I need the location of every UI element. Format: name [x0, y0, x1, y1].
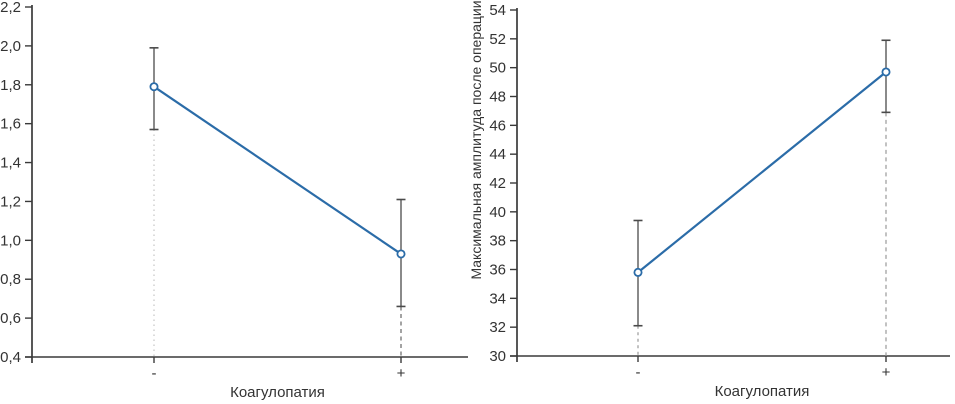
data-point-marker	[396, 249, 406, 259]
y-tick-label: 50	[489, 60, 506, 77]
y-tick-label: 36	[489, 262, 506, 279]
y-tick-label: 2,0	[0, 38, 21, 55]
y-tick-label: 1,4	[0, 155, 21, 172]
y-tick-label: 1,8	[0, 77, 21, 94]
y-tick-label: 0,8	[0, 271, 21, 288]
y-tick-label: 48	[489, 89, 506, 106]
y-tick-label: 46	[489, 117, 506, 134]
series-line	[153, 85, 402, 255]
y-tick-label: 52	[489, 31, 506, 48]
x-category-label: +	[397, 365, 406, 382]
chart-right: 30 32 34 36 38 40 42 44 46 48 50 52 54 - + Коагулопатия…	[470, 0, 950, 400]
x-axis-title: Коагулопатия	[715, 383, 810, 400]
y-tick-label: 1,6	[0, 116, 21, 133]
y-tick-label: 0,6	[0, 310, 21, 327]
series-line	[637, 71, 887, 274]
y-tick-label: 44	[489, 146, 506, 163]
y-axis-title: Максимальная амплитуда после операции	[470, 0, 484, 279]
y-tick-label: 42	[489, 175, 506, 192]
x-category-label: -	[152, 365, 157, 382]
x-category-label: +	[882, 364, 891, 381]
y-tick-label: 54	[489, 2, 506, 19]
y-tick-label: 40	[489, 204, 506, 221]
y-tick-label: 1,2	[0, 193, 21, 210]
y-tick-label: 34	[489, 290, 506, 307]
y-tick-label: 0,4	[0, 349, 21, 366]
y-tick-label: 30	[489, 348, 506, 365]
data-point-marker	[633, 267, 643, 277]
y-tick-label: 1,0	[0, 232, 21, 249]
data-point-marker	[881, 67, 891, 77]
y-tick-label: 2,2	[0, 0, 21, 16]
y-tick-label: 38	[489, 233, 506, 250]
chart-left: 0,4 0,6 0,8 1,0 1,2 1,4 1,6 1,8 2,0 2,2 - + Коагулоп…	[0, 0, 468, 401]
x-axis-title: Коагулопатия	[230, 384, 325, 401]
y-tick-label: 32	[489, 319, 506, 336]
data-point-marker	[149, 82, 159, 92]
x-category-label: -	[636, 364, 641, 381]
